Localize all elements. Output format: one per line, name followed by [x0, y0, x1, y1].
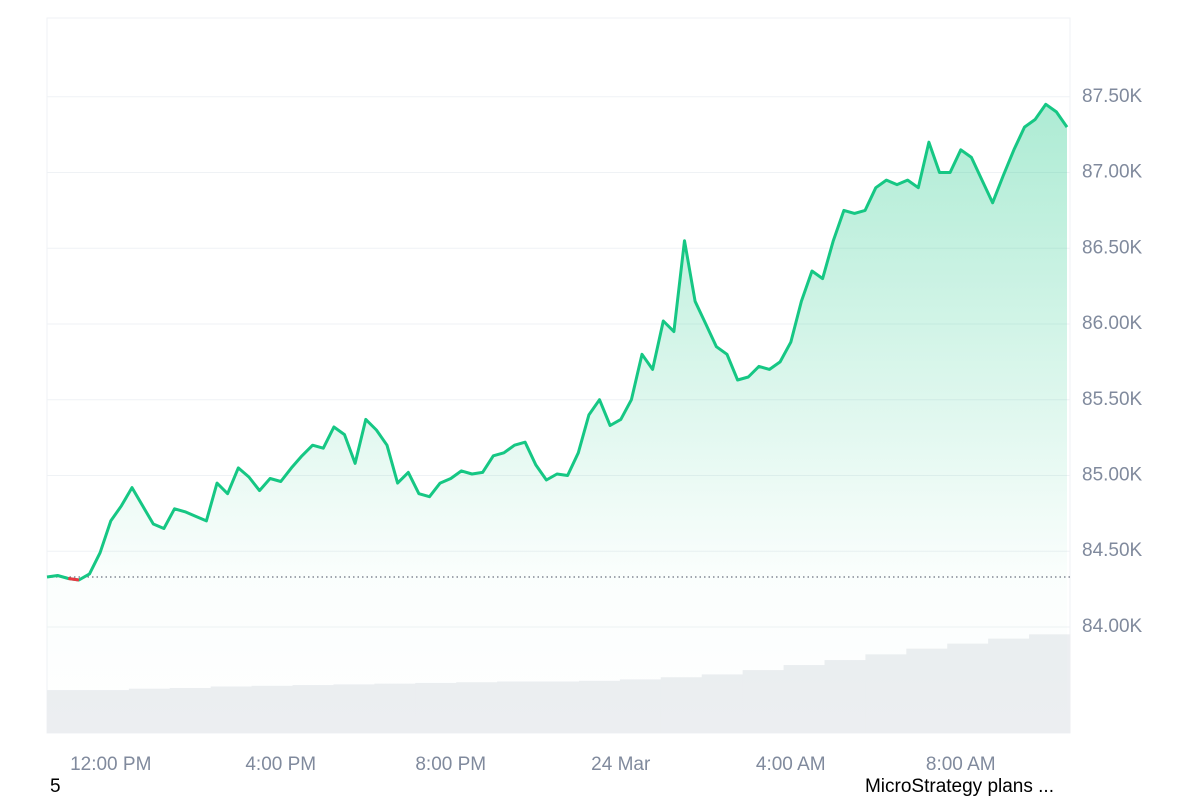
y-tick-label: 85.50K	[1082, 389, 1143, 410]
y-tick-label: 87.00K	[1082, 162, 1143, 183]
x-tick-label: 8:00 AM	[926, 754, 996, 775]
y-tick-label: 86.00K	[1082, 313, 1143, 334]
y-tick-label: 87.50K	[1082, 86, 1143, 107]
x-tick-label: 4:00 AM	[756, 754, 826, 775]
price-line	[46, 102, 1069, 582]
x-tick-label: 12:00 PM	[70, 754, 151, 775]
x-tick-label: 8:00 PM	[415, 754, 486, 775]
y-tick-label: 86.50K	[1082, 237, 1143, 258]
price-line-down	[68, 577, 80, 582]
x-tick-label: 24 Mar	[591, 754, 651, 775]
y-tick-label: 84.00K	[1082, 616, 1143, 637]
annotation: 5	[50, 776, 61, 797]
y-tick-label: 84.50K	[1082, 540, 1143, 561]
y-tick-label: 85.00K	[1082, 464, 1143, 485]
x-tick-label: 4:00 PM	[245, 754, 316, 775]
annotation: MicroStrategy plans ...	[865, 776, 1054, 797]
price-area	[47, 104, 1067, 734]
